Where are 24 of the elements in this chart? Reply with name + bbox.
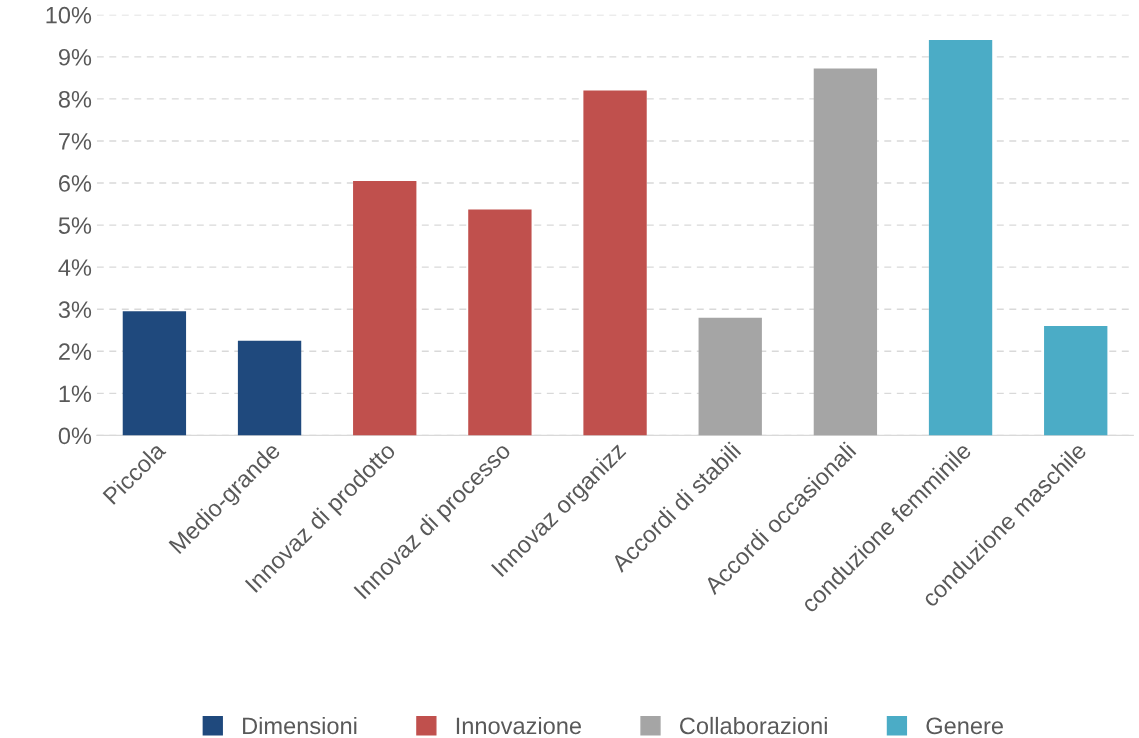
y-tick-label: 0%: [58, 427, 92, 445]
legend-label: Genere: [926, 717, 1003, 735]
y-tick-label: 4%: [58, 259, 92, 276]
bar: [928, 40, 993, 436]
y-tick-label: 10%: [46, 6, 92, 24]
legend-label: Dimensioni: [243, 716, 357, 735]
bar: [122, 311, 187, 436]
y-tick-label: 6%: [59, 175, 92, 192]
legend-label: Innovazione: [456, 716, 581, 735]
bar: [1044, 326, 1108, 436]
y-tick-label: 7%: [59, 133, 92, 150]
bar: [813, 68, 878, 436]
bar: [237, 340, 302, 436]
bar: [583, 90, 647, 436]
y-tick-label: 3%: [58, 301, 92, 319]
legend-label: Collaborazioni: [680, 716, 827, 735]
y-tick-label: 9%: [58, 48, 92, 66]
y-tick-label: 8%: [58, 90, 92, 108]
y-tick-label: 2%: [59, 343, 92, 360]
y-tick-label: 1%: [59, 385, 92, 403]
bar: [353, 180, 417, 436]
bar: [468, 209, 532, 436]
y-tick-label: 5%: [58, 217, 92, 234]
bar: [698, 317, 762, 436]
